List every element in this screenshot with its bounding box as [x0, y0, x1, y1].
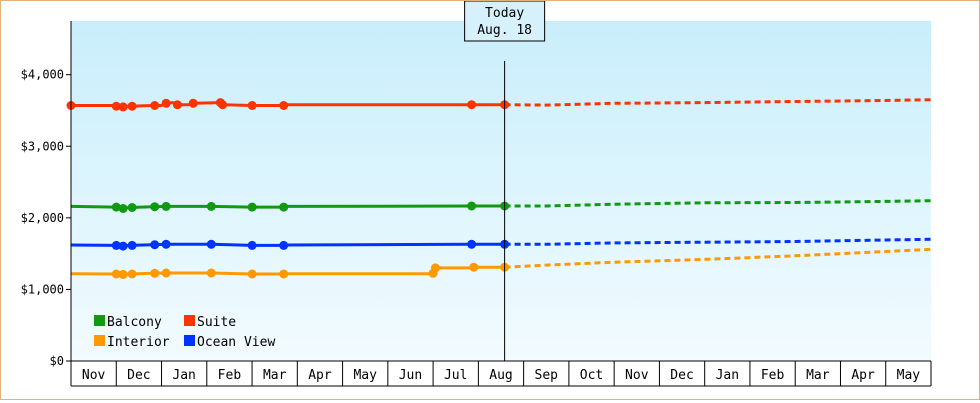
legend-swatch-balcony	[94, 315, 105, 326]
data-point-ocean-view[interactable]	[127, 240, 137, 250]
data-point-interior[interactable]	[206, 268, 216, 278]
data-point-interior[interactable]	[127, 269, 137, 279]
data-point-balcony[interactable]	[118, 204, 128, 213]
legend-swatch-interior	[94, 335, 105, 346]
x-tick-label: Mar	[263, 368, 287, 383]
data-point-suite[interactable]	[279, 101, 289, 110]
x-tick-label: Feb	[761, 368, 785, 383]
data-point-balcony[interactable]	[206, 201, 216, 211]
data-point-suite[interactable]	[467, 100, 477, 110]
x-tick-label: Dec	[127, 368, 150, 383]
data-point-interior[interactable]	[247, 269, 257, 279]
series-projection-ocean-view	[504, 237, 932, 246]
legend-swatch-ocean-view	[184, 335, 195, 346]
data-point-balcony[interactable]	[279, 202, 289, 212]
data-point-interior[interactable]	[469, 262, 479, 272]
data-point-interior[interactable]	[111, 269, 121, 279]
x-tick-label: Jan	[716, 368, 739, 383]
data-point-interior[interactable]	[150, 268, 160, 278]
data-point-suite[interactable]	[111, 101, 121, 111]
x-tick-label: Dec	[670, 368, 693, 383]
data-point-interior[interactable]	[430, 263, 440, 273]
data-point-suite[interactable]	[247, 101, 257, 110]
data-point-suite[interactable]	[161, 98, 171, 108]
data-point-ocean-view[interactable]	[206, 239, 216, 249]
x-tick-label: Apr	[851, 368, 875, 383]
x-tick-label: Jan	[172, 368, 195, 383]
x-tick-label: Oct	[580, 368, 603, 383]
data-point-ocean-view[interactable]	[467, 239, 477, 249]
y-tick-label: $0	[50, 354, 64, 368]
data-point-suite[interactable]	[150, 101, 160, 110]
legend-label-balcony: Balcony	[107, 315, 162, 330]
data-point-ocean-view[interactable]	[150, 240, 160, 250]
y-tick-label: $2,000	[21, 211, 64, 225]
data-point-suite[interactable]	[188, 98, 198, 108]
legend-label-interior: Interior	[107, 335, 170, 350]
x-tick-label: May	[897, 368, 921, 383]
data-point-suite[interactable]	[172, 100, 182, 110]
y-tick-label: $3,000	[21, 139, 64, 153]
data-point-ocean-view[interactable]	[279, 240, 289, 250]
x-tick-label: May	[353, 368, 377, 383]
data-point-balcony[interactable]	[127, 203, 137, 212]
data-point-suite[interactable]	[218, 100, 228, 110]
data-point-interior[interactable]	[279, 269, 289, 279]
data-point-suite[interactable]	[118, 102, 128, 112]
today-label-box	[464, 0, 546, 42]
x-tick-label: Mar	[806, 368, 830, 383]
legend-label-ocean-view: Ocean View	[197, 335, 275, 350]
x-tick-label: Nov	[82, 368, 106, 383]
x-tick-label: Sep	[535, 368, 559, 383]
x-tick-label: Apr	[308, 368, 332, 383]
data-point-ocean-view[interactable]	[118, 241, 128, 251]
x-tick-label: Aug	[489, 368, 512, 383]
x-tick-label: Nov	[625, 368, 649, 383]
y-tick-label: $1,000	[21, 282, 64, 296]
data-point-balcony[interactable]	[467, 201, 477, 211]
data-point-balcony[interactable]	[111, 202, 121, 212]
data-point-ocean-view[interactable]	[161, 239, 171, 249]
today-date-label: Aug. 18	[477, 23, 532, 38]
series-projection-balcony	[504, 199, 932, 208]
x-tick-label: Feb	[218, 368, 242, 383]
data-point-balcony[interactable]	[247, 202, 257, 212]
data-point-ocean-view[interactable]	[247, 240, 257, 250]
series-projection-interior	[504, 247, 932, 269]
x-tick-label: Jul	[444, 368, 467, 383]
series-projection-suite	[504, 98, 932, 107]
today-label: Today	[485, 6, 524, 21]
x-tick-label: Jun	[399, 368, 422, 383]
data-point-ocean-view[interactable]	[111, 240, 121, 250]
legend-swatch-suite	[184, 315, 195, 326]
data-point-interior[interactable]	[118, 269, 128, 279]
data-point-suite[interactable]	[127, 101, 137, 111]
data-point-balcony[interactable]	[150, 202, 160, 212]
plot-area	[71, 21, 931, 361]
data-point-interior[interactable]	[161, 268, 171, 278]
data-point-balcony[interactable]	[161, 201, 171, 211]
y-tick-label: $4,000	[21, 68, 64, 82]
legend-label-suite: Suite	[197, 315, 236, 330]
